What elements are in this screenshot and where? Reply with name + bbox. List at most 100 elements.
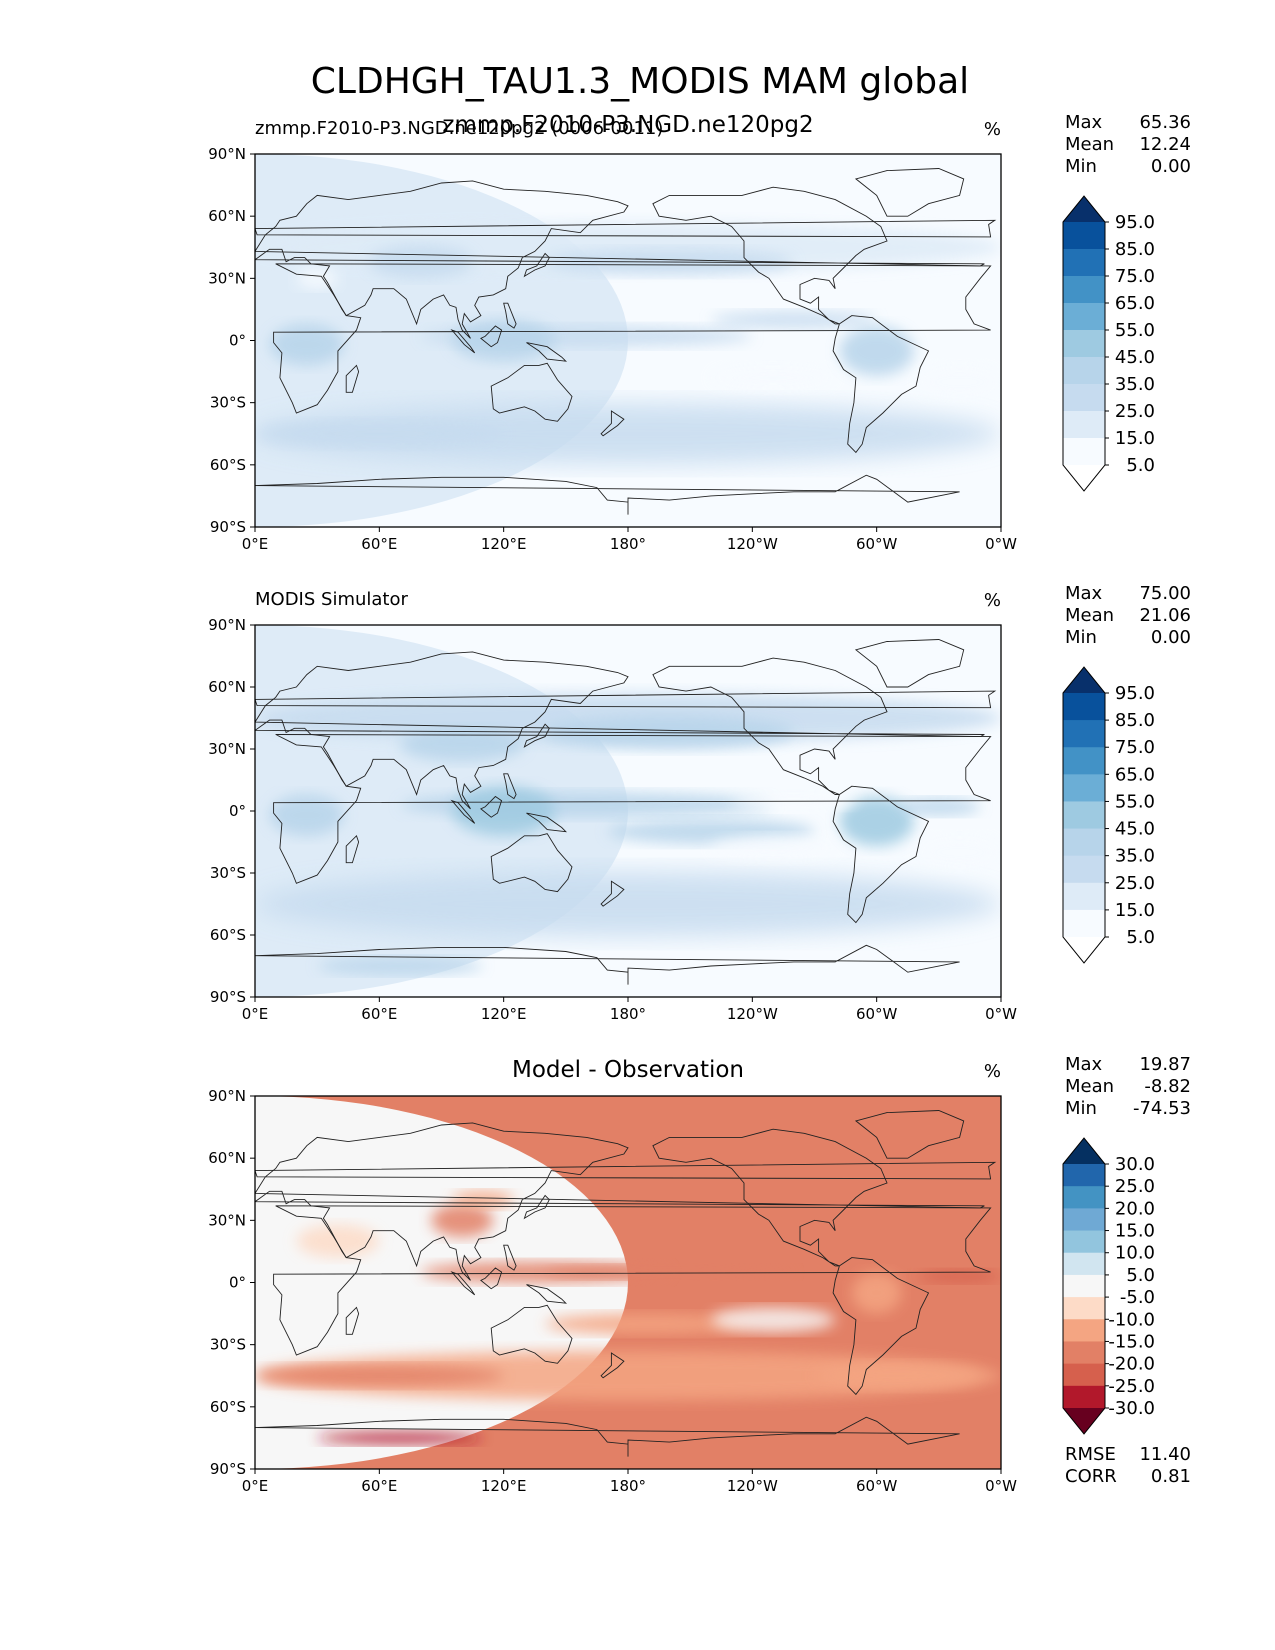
field-contour (269, 323, 345, 366)
coastline-newGuinea (526, 342, 568, 362)
coastline-africa (273, 734, 992, 884)
lon-tick-label: 180° (610, 1477, 646, 1495)
colorbar-extend-bottom (1063, 465, 1105, 491)
field-contour (296, 1224, 380, 1258)
colorbar-bin (1063, 774, 1105, 802)
colorbar-extend-top (1063, 667, 1105, 693)
field-contour (255, 1350, 1001, 1401)
lon-tick-label: 0°E (242, 1005, 269, 1023)
lat-tick-label: 0° (229, 802, 246, 820)
coastline-japan (523, 252, 550, 278)
lon-tick-label: 120°E (481, 535, 527, 553)
coastline-northAmerica (652, 1128, 888, 1267)
lat-tick-label: 60°S (210, 1398, 246, 1416)
field-contour (451, 1191, 515, 1208)
coastline-australia (490, 1304, 573, 1364)
lat-tick-label: 0° (229, 1274, 246, 1292)
colorbar-bin (1063, 693, 1105, 721)
colorbar-tick-label: 10.0 (1115, 1243, 1155, 1264)
colorbar-tick-label: -20.0 (1108, 1354, 1155, 1375)
colorbar-tick-label: 85.0 (1115, 710, 1155, 731)
coastline-britain (255, 690, 997, 709)
stat-label: Max (1065, 112, 1103, 133)
colorbar-bin (1063, 222, 1105, 250)
coastline-madagascar (345, 1306, 360, 1335)
colorbar-bin (1063, 747, 1105, 775)
stat-value: -74.53 (1133, 1098, 1191, 1119)
lon-tick-label: 120°W (727, 535, 778, 553)
stat-value: 0.00 (1151, 156, 1191, 177)
lon-tick-label: 120°E (481, 1477, 527, 1495)
coastline-eurasia (255, 651, 985, 810)
lon-tick-label: 60°W (856, 1005, 898, 1023)
coastline-philippines (503, 302, 517, 329)
lon-tick-label: 60°W (856, 1477, 898, 1495)
stat-value: 12.24 (1139, 134, 1191, 155)
colorbar-tick-label: 25.0 (1115, 873, 1155, 894)
colorbar-bin (1063, 438, 1105, 466)
stat-value: -8.82 (1144, 1076, 1191, 1097)
coastline-southAmerica (832, 1257, 930, 1396)
colorbar-extend-top (1063, 196, 1105, 222)
colorbar-tick-label: -30.0 (1108, 1398, 1155, 1419)
lat-tick-label: 30°S (210, 1336, 246, 1354)
lon-tick-label: 0°W (985, 535, 1017, 553)
coastline-newZealand (600, 1352, 625, 1379)
colorbar-extend-top (1063, 1138, 1105, 1164)
field-contour (269, 794, 345, 836)
lat-tick-label: 0° (229, 332, 246, 350)
colorbar-bin (1063, 1341, 1105, 1365)
colorbar-tick-label: 95.0 (1115, 683, 1155, 704)
coastline-australia (490, 362, 573, 422)
coastline-greenland (854, 168, 965, 217)
field-contour (317, 957, 483, 975)
field-contour (255, 1365, 504, 1387)
units-label: % (984, 119, 1001, 140)
coastline-southAmerica (832, 785, 930, 924)
colorbar-tick-label: 25.0 (1115, 401, 1155, 422)
field-contour (710, 365, 836, 391)
lat-tick-label: 90°N (208, 616, 246, 634)
colorbar-tick-label: -25.0 (1108, 1376, 1155, 1397)
stat-label: Max (1065, 1054, 1103, 1075)
colorbar-extend-bottom (1063, 937, 1105, 963)
colorbar-tick-label: 5.0 (1126, 927, 1155, 948)
coastline-japan (523, 723, 550, 748)
panel-title-center: Model - Observation (512, 1057, 744, 1083)
colorbar-bin (1063, 276, 1105, 304)
lon-tick-label: 180° (610, 535, 646, 553)
test-panel: 90°N 60°N 30°N 0° 30°S 60°S 90°S0°E 60°E 120°E 18… (208, 112, 1191, 553)
lon-tick-label: 0°W (985, 1477, 1017, 1495)
coastline-newGuinea (526, 812, 568, 833)
coastline-greenland (854, 639, 965, 688)
units-label: % (984, 1061, 1001, 1082)
coastline-sumatra (450, 799, 476, 824)
colorbar-tick-label: 85.0 (1115, 239, 1155, 260)
test-colorbar: 95.0 85.0 75.0 65.0 55.0 45.0 35.0 25.0 15.0 5.0 (1062, 195, 1155, 492)
lat-tick-label: 90°N (208, 145, 246, 163)
lat-tick-label: 30°S (210, 394, 246, 412)
field-contour (839, 325, 914, 376)
field-contour (368, 245, 473, 279)
coastline-greenland (854, 1110, 965, 1159)
colorbar-tick-label: 55.0 (1115, 791, 1155, 812)
colorbar-bin (1063, 1274, 1105, 1298)
reference-panel: 90°N 60°N 30°N 0° 30°S 60°S 90°S0°E 60°E 120°E 18… (208, 583, 1191, 1023)
lat-tick-label: 60°S (210, 926, 246, 944)
field-contour (545, 1265, 794, 1279)
lat-tick-label: 90°S (210, 988, 246, 1006)
field-contour (710, 835, 836, 861)
coastline-philippines (503, 1244, 517, 1271)
colorbar-bin (1063, 1252, 1105, 1276)
field-contour (918, 835, 1001, 869)
colorbar-tick-label: 25.0 (1115, 1176, 1155, 1197)
colorbar-tick-label: 65.0 (1115, 293, 1155, 314)
colorbar-bin (1063, 720, 1105, 748)
colorbar-tick-label: 35.0 (1115, 374, 1155, 395)
lon-tick-label: 0°E (242, 535, 269, 553)
coastline-madagascar (345, 834, 360, 864)
coastline-eurasia (255, 180, 985, 339)
coastlines (255, 639, 997, 985)
difference-panel: 90°N 60°N 30°N 0° 30°S 60°S 90°S0°E 60°E 120°E 18… (208, 1054, 1191, 1495)
